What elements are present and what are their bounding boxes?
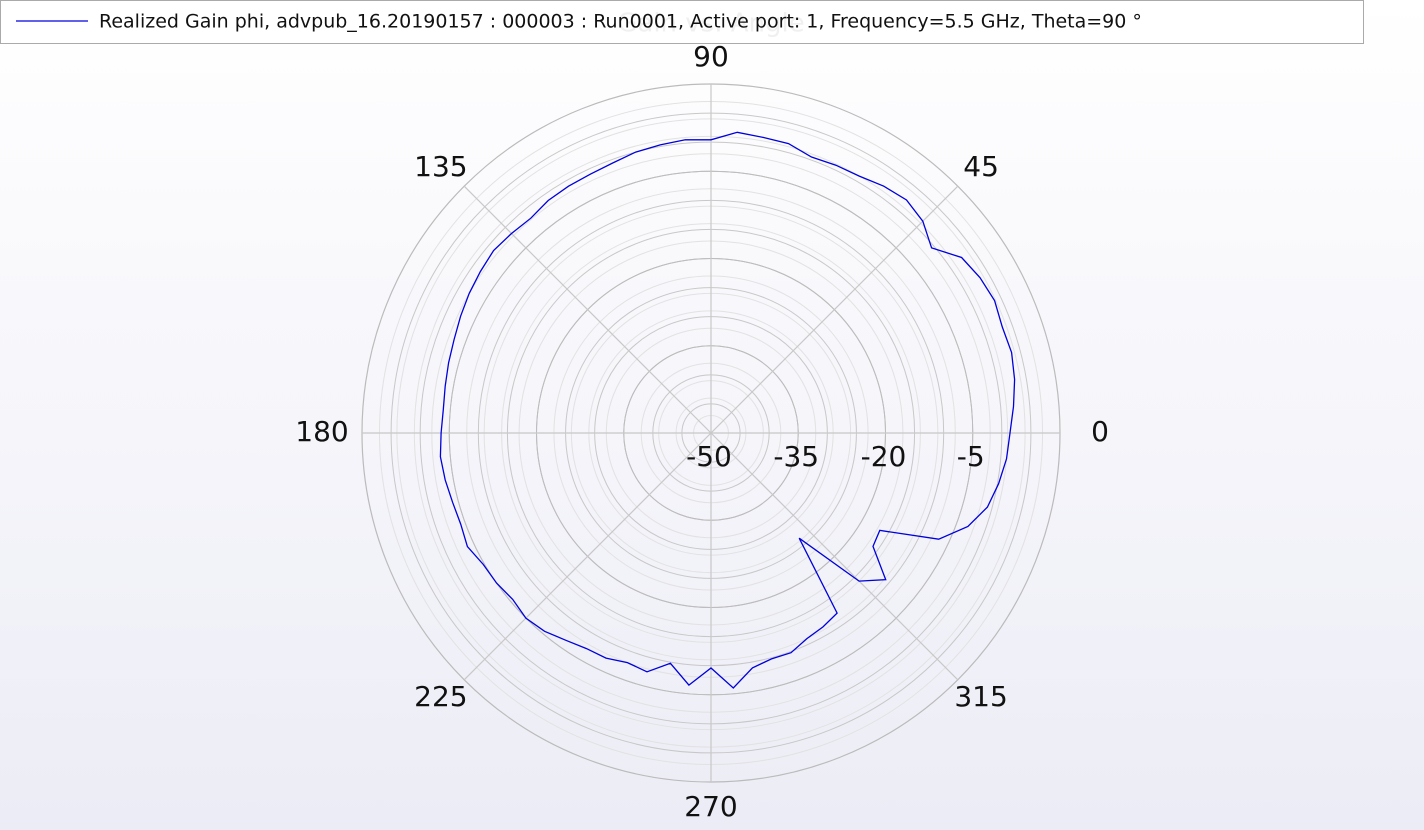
theta-tick-label: 270: [684, 790, 737, 823]
theta-tick-label: 225: [414, 680, 467, 713]
theta-grid-line: [463, 185, 712, 434]
theta-grid-line: [710, 185, 959, 434]
r-tick-label: -20: [861, 440, 907, 473]
legend: Realized Gain phi, advpub_16.20190157 : …: [0, 0, 1364, 44]
legend-label: Realized Gain phi, advpub_16.20190157 : …: [99, 11, 1142, 33]
theta-tick-label: 0: [1091, 415, 1109, 448]
r-tick-label: -5: [957, 440, 985, 473]
theta-grid-line: [463, 432, 712, 681]
theta-tick-label: 135: [414, 150, 467, 183]
theta-tick-label: 180: [295, 415, 348, 448]
legend-box: [0, 0, 1364, 44]
theta-grid-line: [710, 432, 959, 681]
series-line: [439, 131, 1016, 689]
r-tick-label: -50: [686, 440, 732, 473]
theta-tick-label: 90: [693, 40, 729, 73]
theta-tick-label: 45: [963, 150, 999, 183]
theta-tick-label: 315: [954, 680, 1007, 713]
r-tick-label: -35: [773, 440, 819, 473]
